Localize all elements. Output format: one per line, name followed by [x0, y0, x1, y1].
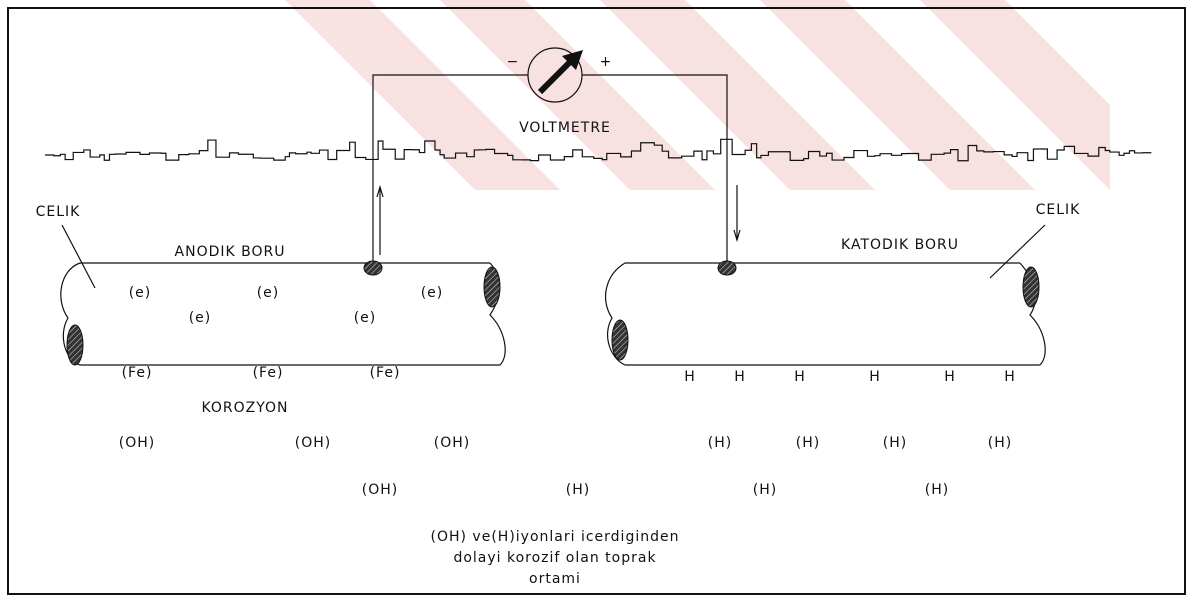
soil-ion: (OH): [295, 435, 331, 451]
soil-ion: (H): [566, 482, 590, 498]
pipe-material: CELIK: [36, 204, 81, 220]
meter-needle: [537, 57, 575, 95]
pipe-section: [66, 324, 84, 366]
pipe-end: [604, 262, 626, 366]
electron: (e): [257, 285, 280, 301]
pipe-section: [1022, 266, 1040, 308]
meter-label: VOLTMETRE: [519, 120, 611, 136]
hydrogen: H: [684, 369, 696, 385]
soil-ion: (H): [753, 482, 777, 498]
pipe-name: KATODIK BORU: [841, 237, 959, 253]
electron: (e): [129, 285, 152, 301]
hydrogen: H: [794, 369, 806, 385]
meter-plus: +: [600, 54, 613, 70]
soil-ion: (OH): [434, 435, 470, 451]
pipe-section: [611, 319, 629, 361]
soil-ion: (OH): [119, 435, 155, 451]
soil-ion: (H): [708, 435, 732, 451]
frame: [7, 7, 1186, 595]
meter-minus: −: [507, 54, 520, 70]
iron: (Fe): [122, 365, 153, 381]
iron: (Fe): [370, 365, 401, 381]
soil-ion: (H): [883, 435, 907, 451]
pipe-name: ANODIK BORU: [175, 244, 286, 260]
watermark: [285, 0, 1110, 190]
electron: (e): [421, 285, 444, 301]
caption: ortami: [529, 571, 581, 587]
current-arrow: [376, 184, 384, 198]
iron: (Fe): [253, 365, 284, 381]
hydrogen: H: [1004, 369, 1016, 385]
hydrogen: H: [734, 369, 746, 385]
soil-ion: (H): [925, 482, 949, 498]
corrosion-label: KOROZYON: [201, 400, 288, 416]
electron: (e): [189, 310, 212, 326]
current-arrow: [733, 229, 741, 243]
voltmeter: [527, 47, 583, 103]
contact: [363, 260, 383, 276]
leader: [989, 224, 1046, 279]
soil-ion: (H): [796, 435, 820, 451]
hydrogen: H: [944, 369, 956, 385]
hydrogen: H: [869, 369, 881, 385]
contact: [717, 260, 737, 276]
wire: [582, 74, 728, 268]
wire: [372, 74, 528, 268]
caption: (OH) ve(H)iyonlari icerdiginden: [431, 529, 680, 545]
leader: [61, 224, 96, 289]
electron: (e): [354, 310, 377, 326]
caption: dolayi korozif olan toprak: [453, 550, 656, 566]
ground-line: [45, 138, 1152, 162]
pipe-section: [483, 266, 501, 308]
pipe-material: CELIK: [1036, 202, 1081, 218]
soil-ion: (H): [988, 435, 1012, 451]
meter-needle-head: [562, 50, 583, 70]
soil-ion: (OH): [362, 482, 398, 498]
